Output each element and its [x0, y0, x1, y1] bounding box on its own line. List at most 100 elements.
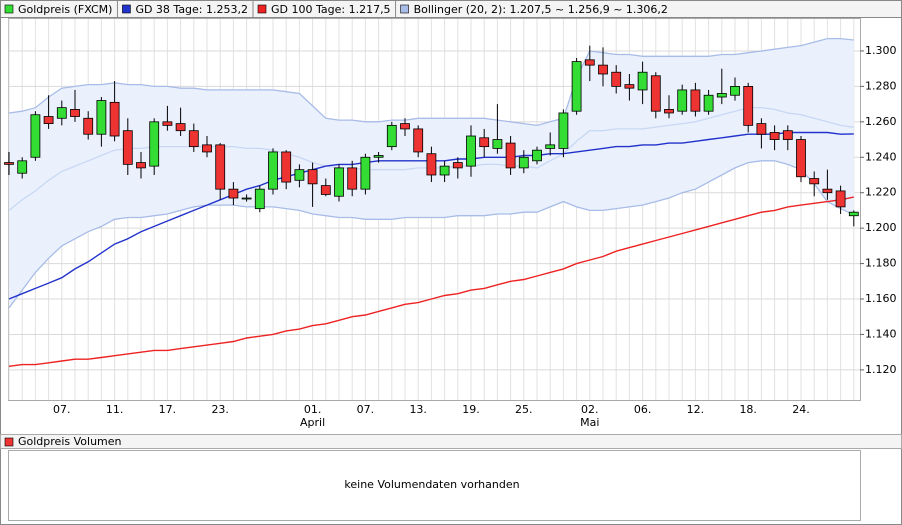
candle-body	[571, 61, 582, 112]
candle-body	[320, 185, 331, 195]
x-tick-label: 02.	[581, 403, 599, 416]
candle-body	[373, 155, 384, 158]
volume-message: keine Volumendaten vorhanden	[344, 478, 519, 491]
candle-body	[769, 132, 780, 140]
candle-body	[782, 130, 793, 140]
candle-body	[532, 149, 542, 162]
month-label: April	[300, 416, 325, 429]
candle-body	[822, 188, 833, 194]
y-tick-label: 1.220	[865, 186, 897, 199]
candle-body	[584, 59, 595, 66]
candle-body	[650, 75, 661, 112]
candle-body	[43, 116, 54, 124]
candle-body	[136, 162, 146, 169]
candle-body	[83, 117, 94, 135]
moving-average-line	[8, 196, 854, 367]
x-tick-label: 12.	[687, 403, 705, 416]
candle-body	[756, 123, 767, 135]
candle-body	[400, 123, 410, 130]
bollinger-lower	[8, 160, 855, 309]
y-tick-label: 1.140	[865, 327, 897, 340]
candle-body	[294, 169, 305, 181]
candle-body	[175, 123, 186, 132]
candle-body	[30, 114, 41, 158]
candle-body	[743, 85, 754, 126]
candle-body	[202, 144, 212, 153]
candle-body	[149, 121, 160, 167]
legend-swatch	[257, 4, 267, 14]
legend-label: GD 100 Tage: 1.217,5	[271, 3, 391, 16]
x-tick-label: 18.	[739, 403, 757, 416]
candle-body	[703, 94, 714, 112]
legend-label: Bollinger (20, 2): 1.207,5 ~ 1.256,9 ~ 1…	[414, 3, 668, 16]
legend-swatch	[4, 4, 14, 14]
candle-body	[70, 109, 80, 117]
candle-body	[413, 128, 424, 153]
y-tick-label: 1.260	[865, 115, 897, 128]
candle-body	[109, 101, 120, 137]
y-tick-label: 1.200	[865, 221, 897, 234]
candle-body	[56, 107, 67, 119]
candle-body	[215, 144, 226, 190]
candle-body	[690, 89, 701, 112]
candle-body	[254, 188, 265, 210]
candle-body	[96, 100, 107, 135]
candle-body	[122, 130, 133, 165]
candle-body	[796, 139, 806, 178]
candle-body	[716, 93, 727, 98]
y-tick-label: 1.280	[865, 79, 897, 92]
volume-area	[8, 450, 861, 521]
candle-body	[545, 144, 556, 149]
candle-body	[505, 142, 516, 169]
candle-body	[241, 197, 252, 200]
candle-body	[492, 139, 503, 149]
candle-body	[439, 165, 450, 176]
x-tick-label: 07.	[53, 403, 71, 416]
month-label: Mai	[580, 416, 599, 429]
candle-body	[334, 167, 344, 197]
legend-label: Goldpreis (FXCM)	[18, 3, 112, 16]
x-tick-label: 07.	[357, 403, 375, 416]
volume-legend-bar	[0, 434, 902, 449]
candle-body	[347, 167, 358, 190]
candle-body	[637, 71, 648, 91]
candle-body	[268, 151, 278, 190]
x-tick-label: 06.	[634, 403, 652, 416]
x-tick-label: 23.	[211, 403, 229, 416]
candle-body	[611, 71, 622, 87]
candle-body	[281, 151, 292, 183]
legend-label: GD 38 Tage: 1.253,2	[135, 3, 248, 16]
x-tick-label: 11.	[106, 403, 124, 416]
candle-body	[228, 188, 239, 199]
volume-legend-swatch	[4, 437, 14, 447]
candle-body	[518, 156, 529, 169]
candle-body	[307, 169, 318, 185]
y-tick-label: 1.160	[865, 292, 897, 305]
x-tick-label: 01.	[304, 403, 322, 416]
y-tick-label: 1.120	[865, 363, 897, 376]
volume-legend-label: Goldpreis Volumen	[18, 435, 122, 448]
y-tick-label: 1.180	[865, 257, 897, 270]
candle-body	[188, 130, 199, 148]
candle-body	[4, 162, 14, 165]
candle-body	[664, 109, 674, 114]
candle-body	[479, 137, 490, 148]
candle-body	[624, 84, 635, 89]
candle-body	[17, 160, 28, 174]
x-tick-label: 17.	[159, 403, 177, 416]
bollinger-upper	[8, 37, 854, 127]
candle-body	[360, 156, 371, 190]
y-tick-label: 1.300	[865, 44, 897, 57]
x-tick-label: 19.	[462, 403, 480, 416]
candle-body	[598, 64, 608, 75]
legend-swatch	[122, 4, 131, 14]
candle-body	[558, 112, 569, 149]
candle-body	[426, 153, 437, 176]
candle-body	[466, 135, 476, 167]
candle-body	[848, 211, 859, 217]
candle-body	[809, 178, 820, 185]
candle-body	[162, 121, 173, 126]
legend-swatch	[400, 4, 409, 14]
x-tick-label: 24.	[792, 403, 810, 416]
